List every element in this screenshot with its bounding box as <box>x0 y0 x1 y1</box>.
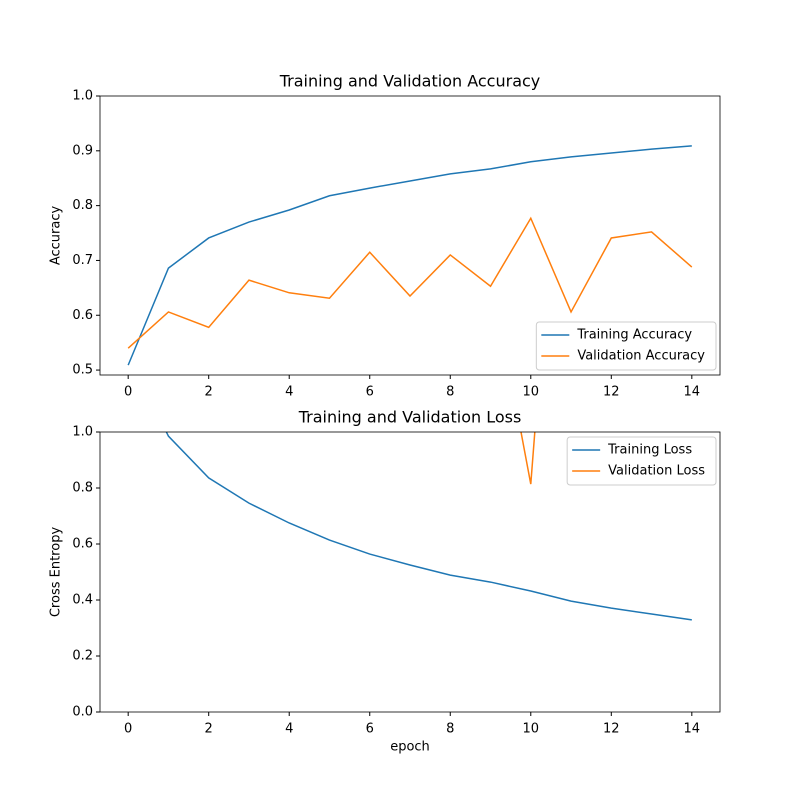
x-tick-label: 8 <box>446 722 454 737</box>
plot-frame <box>99 431 721 713</box>
y-tick-label: 0.8 <box>72 198 93 213</box>
axes: Training and Validation Accuracy 0 2 4 6 8 10 1… <box>49 72 721 400</box>
x-tick-label: 14 <box>684 722 701 737</box>
x-tick-label: 12 <box>603 722 620 737</box>
x-axis-label: epoch <box>390 740 430 755</box>
x-tick-label: 14 <box>684 385 701 400</box>
y-tick-label: 0.6 <box>72 537 93 552</box>
x-tick-label: 6 <box>366 722 374 737</box>
x-tick-label: 10 <box>523 722 540 737</box>
y-tick-label: 0.7 <box>72 253 93 268</box>
legend-frame <box>535 321 717 371</box>
legend-label: Validation Accuracy <box>577 349 705 364</box>
data-line <box>127 216 693 349</box>
y-axis-label: Accuracy <box>49 206 64 266</box>
data-line <box>165 432 692 621</box>
y-axis-label: Cross Entropy <box>49 527 64 618</box>
y-tick-label: 0.5 <box>72 363 93 378</box>
x-tick-label: 2 <box>205 722 213 737</box>
x-tick-label: 0 <box>124 385 132 400</box>
legend-frame <box>566 436 717 486</box>
y-tick-label: 0.8 <box>72 481 93 496</box>
legend-label: Validation Loss <box>608 464 705 479</box>
x-tick-label: 2 <box>205 385 213 400</box>
x-tick-label: 10 <box>523 385 540 400</box>
axes: Training and Validation Loss 0 2 4 6 8 10 12 14 0… <box>49 408 721 755</box>
legend-label: Training Accuracy <box>576 328 692 343</box>
legend: Training Loss Validation Loss <box>566 436 717 486</box>
x-tick-label: 6 <box>366 385 374 400</box>
y-tick-label: 1.0 <box>72 425 93 440</box>
y-tick-label: 1.0 <box>72 89 93 104</box>
axes-title: Training and Validation Accuracy <box>279 72 541 91</box>
x-tick-label: 4 <box>285 385 293 400</box>
y-tick-label: 0.4 <box>72 593 93 608</box>
y-tick-label: 0.2 <box>72 649 93 664</box>
plot-frame <box>99 95 721 376</box>
x-tick-label: 8 <box>446 385 454 400</box>
y-tick-label: 0.6 <box>72 308 93 323</box>
y-tick-label: 0.9 <box>72 143 93 158</box>
x-tick-label: 12 <box>603 385 620 400</box>
x-tick-label: 0 <box>124 722 132 737</box>
y-tick-label: 0.0 <box>72 705 93 720</box>
legend: Training Accuracy Validation Accuracy <box>535 321 717 371</box>
axes-title: Training and Validation Loss <box>298 408 522 427</box>
data-line <box>127 145 692 366</box>
legend-label: Training Loss <box>607 443 692 458</box>
x-tick-label: 4 <box>285 722 293 737</box>
